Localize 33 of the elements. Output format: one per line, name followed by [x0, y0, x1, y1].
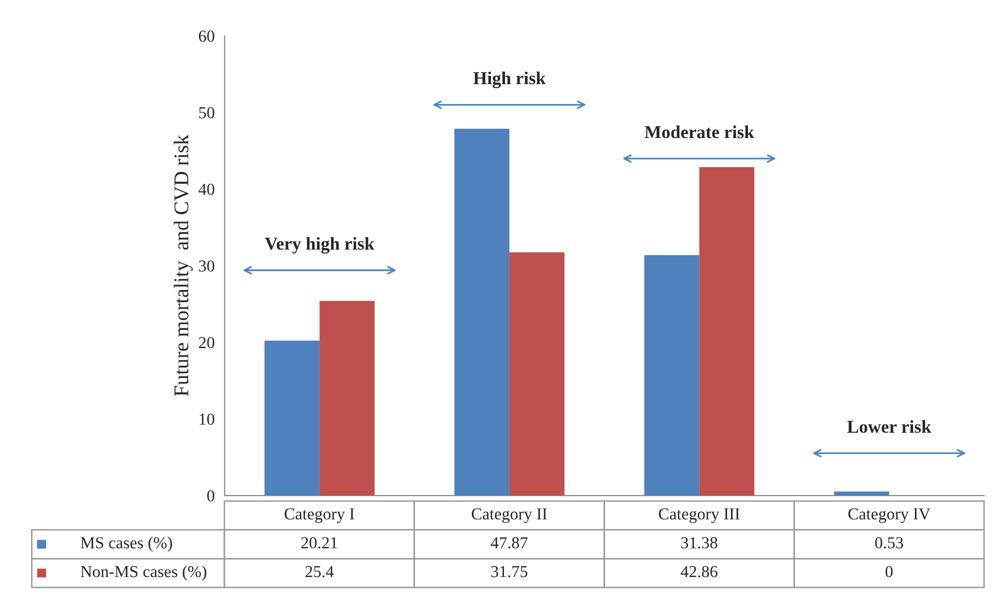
y-tick-label: 60 — [198, 30, 214, 42]
x-tick-label: Category IV — [848, 508, 930, 523]
bar — [834, 491, 890, 496]
bar — [509, 252, 564, 496]
y-tick-label: 20 — [198, 336, 214, 348]
data-label: 31.75 — [491, 566, 528, 578]
y-axis-title: Future mortality and CVD risk — [174, 134, 193, 396]
data-label: 31.38 — [681, 537, 718, 548]
bar — [264, 340, 320, 496]
bar — [699, 167, 754, 496]
data-label: 20.21 — [301, 537, 338, 548]
data-label: 42.86 — [680, 566, 718, 578]
annotation: Lower risk — [847, 420, 932, 433]
bar — [454, 128, 510, 496]
annotation: Very high risk — [264, 237, 374, 254]
legend-label: MS cases (%) — [80, 536, 172, 552]
y-tick-label: 40 — [198, 184, 214, 195]
bar — [320, 300, 375, 496]
annotation: Moderate risk — [644, 126, 754, 138]
x-tick-label: Category I — [284, 508, 354, 523]
data-label: 0.53 — [875, 537, 904, 548]
data-label: 0 — [886, 566, 893, 578]
legend-label: Non-MS cases (%) — [80, 565, 206, 581]
y-tick-label: 30 — [199, 260, 214, 272]
bar — [644, 255, 700, 496]
y-tick-label: 0 — [207, 490, 214, 502]
data-label: 47.87 — [490, 537, 528, 548]
x-tick-label: Category II — [472, 508, 547, 523]
data-label: 25.4 — [305, 566, 334, 578]
annotation: High risk — [473, 72, 546, 88]
x-tick-label: Category III — [658, 508, 740, 523]
y-tick-label: 10 — [200, 414, 214, 425]
y-tick-label: 50 — [199, 107, 214, 118]
